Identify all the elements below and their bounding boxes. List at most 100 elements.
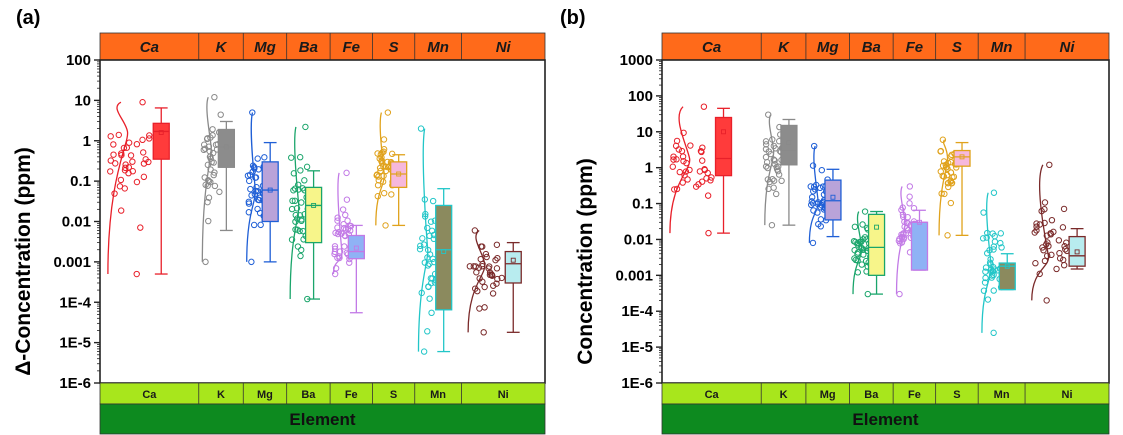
data-point	[334, 214, 341, 221]
data-point	[377, 167, 384, 175]
data-point	[687, 142, 694, 149]
data-point	[112, 160, 119, 167]
data-point	[675, 146, 682, 153]
box-series-Mg	[244, 109, 279, 266]
data-point	[344, 217, 351, 224]
iqr-box	[867, 213, 886, 276]
y-tick-label: 1E-5	[59, 335, 91, 352]
data-point	[343, 196, 351, 203]
data-point	[344, 225, 352, 232]
data-point	[493, 241, 501, 248]
bottom-element-label: Fe	[345, 389, 358, 401]
data-point	[475, 264, 483, 271]
data-point	[146, 132, 153, 139]
data-point	[292, 218, 299, 225]
data-point	[216, 188, 223, 196]
data-point	[669, 163, 676, 170]
data-point	[809, 200, 817, 207]
distribution-curve	[981, 192, 992, 333]
bottom-element-bar	[661, 382, 1110, 405]
bottom-element-label: Mn	[430, 389, 446, 401]
data-point	[489, 290, 497, 297]
box-series-Ba	[850, 208, 886, 298]
data-point	[253, 184, 260, 191]
data-point	[1053, 265, 1060, 273]
data-point	[947, 199, 955, 207]
data-point	[906, 183, 914, 190]
data-point	[426, 295, 433, 302]
data-point	[205, 194, 213, 201]
y-tick-label: 1E-6	[59, 375, 91, 392]
data-point	[288, 154, 295, 161]
mean-marker	[223, 144, 229, 150]
data-point	[984, 296, 992, 303]
data-point	[146, 135, 153, 142]
x-axis-title-bar	[661, 403, 1110, 435]
data-point	[939, 162, 947, 169]
mean-marker	[311, 202, 317, 208]
data-point	[1062, 246, 1069, 253]
data-point	[205, 217, 212, 225]
data-point	[115, 131, 122, 139]
data-point	[424, 328, 431, 335]
mean-marker	[874, 224, 880, 230]
data-point	[428, 279, 435, 287]
top-element-bar	[99, 32, 546, 61]
data-point	[471, 285, 479, 292]
distribution-curve	[246, 112, 256, 262]
data-point	[698, 178, 706, 185]
y-tick-label: 0.001	[615, 267, 653, 284]
data-point	[255, 166, 262, 173]
iqr-box	[1068, 235, 1086, 267]
data-point	[1033, 220, 1040, 227]
data-point	[331, 248, 339, 256]
y-tick-label: 1E-4	[59, 294, 91, 311]
data-point	[140, 149, 147, 156]
iqr-box	[347, 234, 365, 260]
data-point	[298, 246, 305, 254]
data-point	[289, 197, 296, 205]
data-point	[493, 280, 500, 287]
data-point	[670, 156, 677, 163]
iqr-box	[217, 128, 236, 168]
data-point	[1031, 229, 1038, 236]
data-point	[937, 168, 944, 175]
data-point	[1061, 243, 1068, 250]
data-point	[417, 242, 424, 250]
data-point	[944, 165, 951, 173]
data-point	[982, 274, 989, 282]
data-point	[997, 239, 1004, 247]
box-series-Mn	[979, 189, 1016, 337]
mean-marker	[721, 129, 726, 135]
data-point	[476, 305, 483, 312]
data-point	[980, 287, 988, 294]
y-axis-title: Δ-Concentration (ppm)	[12, 147, 35, 376]
bottom-element-label: Mg	[257, 389, 273, 401]
data-point	[990, 189, 998, 196]
data-point	[676, 168, 683, 176]
data-point	[294, 181, 302, 189]
data-point	[488, 272, 496, 279]
data-point	[808, 193, 816, 201]
bottom-element-label: Ni	[1062, 389, 1073, 401]
data-point	[1045, 242, 1052, 250]
data-point	[107, 168, 114, 175]
mean-marker	[959, 154, 965, 160]
data-point	[768, 221, 776, 229]
data-point	[211, 169, 218, 176]
top-element-bar	[661, 32, 1110, 61]
data-point	[494, 275, 501, 283]
data-point	[906, 200, 913, 207]
data-point	[133, 270, 140, 278]
data-point	[700, 103, 708, 110]
data-point	[297, 252, 304, 260]
mean-marker	[1074, 249, 1080, 255]
box-series-Ca	[107, 99, 170, 278]
data-point	[810, 188, 817, 195]
x-axis-title-bar	[99, 403, 546, 435]
data-point	[417, 125, 425, 132]
data-point	[382, 222, 389, 229]
data-point	[807, 183, 814, 190]
